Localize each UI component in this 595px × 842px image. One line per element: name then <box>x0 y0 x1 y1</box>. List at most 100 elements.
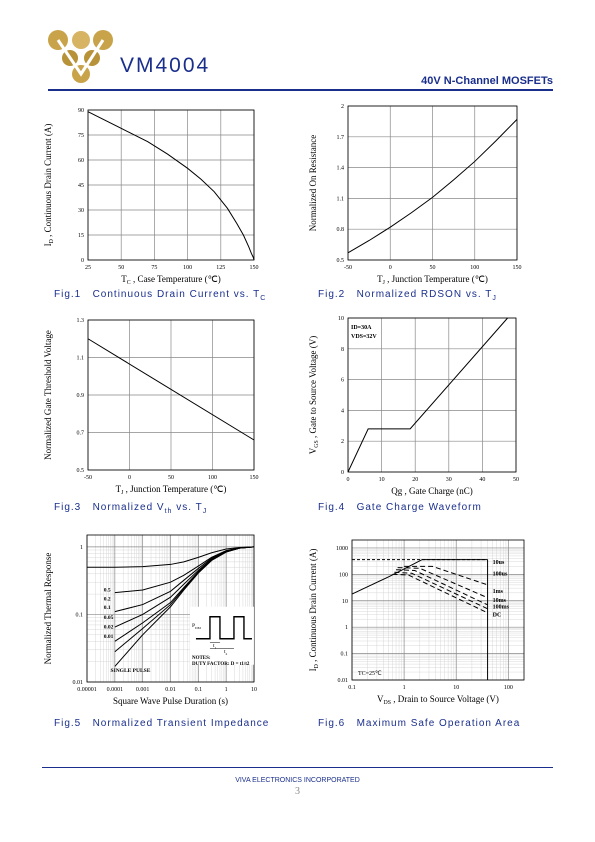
plot-frame <box>87 109 255 261</box>
x-axis-label: TJ , Junction Temperature (℃) <box>116 484 227 496</box>
caption-fig4: Fig.4 Gate Charge Waveform <box>318 502 482 513</box>
y-axis-label: VGS , Gate to Source Voltage (V) <box>308 336 320 454</box>
duty-label: 0.1 <box>104 605 111 611</box>
footer-rule <box>42 767 553 768</box>
grid-fig4 <box>347 317 517 473</box>
curve-label: 10us <box>493 560 505 566</box>
x-axis-label: Qg , Gate Charge (nC) <box>391 486 473 496</box>
part-number: VM4004 <box>120 54 211 77</box>
y-tick-label: 0 <box>341 470 344 476</box>
y-tick-label: 10 <box>342 599 348 605</box>
curve-label: DC <box>493 613 502 619</box>
chart-fig2: -50 0 50 100 150 0.5 0.8 1.1 1.4 1.7 2 TJ , Junctio… <box>308 104 522 286</box>
x-tick-label: 10 <box>453 685 459 691</box>
company-logo <box>48 30 113 83</box>
grid-fig1 <box>87 109 255 261</box>
document-subtitle: 40V N-Channel MOSFETs <box>421 75 553 87</box>
x-tick-label: 50 <box>168 475 174 481</box>
grid-fig3 <box>87 319 255 471</box>
y-tick-label: 10 <box>338 316 344 322</box>
series-line <box>114 546 255 613</box>
t1-label: t1 <box>213 643 217 650</box>
y-tick-label: 0 <box>81 258 84 264</box>
y-tick-label: 8 <box>341 347 344 353</box>
y-tick-label: 1.1 <box>337 196 345 202</box>
pulse-inset: PDM t1 t2 NOTES:DUTY FACTOR: D = t1/t2 <box>189 606 254 667</box>
y-tick-label: 0.9 <box>77 393 85 399</box>
x-tick-label: 50 <box>513 477 519 483</box>
y-tick-label: 0.5 <box>77 468 85 474</box>
duty-label: 0.01 <box>104 634 114 640</box>
x-tick-label: 125 <box>216 265 225 271</box>
curve-label: 1ms <box>493 589 504 595</box>
series-line <box>397 567 488 599</box>
x-tick-label: 100 <box>208 475 217 481</box>
chart-fig5: 0.00001 0.0001 0.001 0.01 0.1 1 10 0.01 0.1 1 Squa… <box>43 534 257 706</box>
y-tick-label: 0.1 <box>76 612 84 618</box>
series-line <box>347 317 508 473</box>
y-tick-label: 30 <box>78 208 84 214</box>
caption-fig4-text: Gate Charge Waveform <box>356 502 482 513</box>
duty-label: 0.02 <box>104 624 114 630</box>
caption-fig3-text2: vs. T <box>172 502 203 513</box>
y-tick-label: 1000 <box>336 546 348 552</box>
y-tick-label: 60 <box>78 158 84 164</box>
chart-fig1: 25 50 75 100 125 150 0 15 30 45 60 75 90 TC , Case Te… <box>43 108 259 286</box>
x-tick-label: 0.001 <box>136 687 150 693</box>
curve-label: 10ms <box>493 598 507 604</box>
x-tick-label: 150 <box>250 265 259 271</box>
curve-label: 100us <box>493 572 508 578</box>
duty-label: 0.2 <box>104 597 111 603</box>
caption-fig1-sub: C <box>260 295 267 302</box>
y-axis-label: Normalized Gate Threshold Voltage <box>43 330 53 460</box>
caption-fig2: Fig.2 Normalized RDSON vs. TJ <box>318 289 497 302</box>
y-axis-label: ID , Continuous Drain Current (A) <box>43 124 55 247</box>
curve-label: 100ms <box>493 605 510 611</box>
inset-notes-text: DUTY FACTOR: D = t1/t2 <box>192 662 250 667</box>
x-tick-label: 0.01 <box>165 687 176 693</box>
x-tick-label: 50 <box>118 265 124 271</box>
y-tick-label: 2 <box>341 104 344 110</box>
x-tick-label: 0 <box>347 477 350 483</box>
series-line <box>87 338 255 441</box>
plot-frame <box>87 319 255 471</box>
x-tick-label: 50 <box>430 265 436 271</box>
caption-fig6: Fig.6 Maximum Safe Operation Area <box>318 718 520 729</box>
y-tick-label: 0.7 <box>77 431 85 437</box>
x-axis-label: TJ , Junction Temperature (℃) <box>377 274 488 286</box>
y-tick-label: 90 <box>78 108 84 114</box>
y-tick-label: 0.01 <box>73 680 84 686</box>
series-line <box>114 546 255 594</box>
caption-fig4-num: Fig.4 <box>318 502 346 513</box>
caption-fig1: Fig.1 Continuous Drain Current vs. TC <box>54 289 266 302</box>
x-tick-label: 100 <box>504 685 513 691</box>
y-tick-label: 0.1 <box>341 652 349 658</box>
x-tick-label: 0 <box>389 265 392 271</box>
duty-label-single-pulse: SINGLE PULSE <box>111 668 151 674</box>
y-tick-label: 1 <box>345 625 348 631</box>
annotation: ID=30A <box>351 325 372 331</box>
y-tick-label: 1.3 <box>77 318 85 324</box>
plot-frame <box>347 317 517 473</box>
y-tick-label: 0.8 <box>337 227 345 233</box>
caption-fig5: Fig.5 Normalized Transient Impedance <box>54 718 269 729</box>
caption-fig5-num: Fig.5 <box>54 718 82 729</box>
y-tick-label: 2 <box>341 439 344 445</box>
series-line <box>404 565 488 586</box>
x-axis-label: Square Wave Pulse Duration (s) <box>113 696 228 706</box>
series-line <box>392 573 488 614</box>
x-tick-label: 1 <box>403 685 406 691</box>
y-tick-label: 45 <box>78 183 84 189</box>
series-line <box>394 571 488 610</box>
caption-fig2-num: Fig.2 <box>318 289 346 300</box>
caption-fig3-sub: th <box>164 508 173 515</box>
y-axis-label: Normalized On Resistance <box>308 135 318 231</box>
x-tick-label: 150 <box>250 475 259 481</box>
duty-label: 0.05 <box>104 615 114 621</box>
duty-label: 0.5 <box>104 587 111 593</box>
y-tick-label: 1 <box>80 545 83 551</box>
grid-fig2 <box>347 105 518 261</box>
header-rule <box>48 89 553 91</box>
caption-fig3-num: Fig.3 <box>54 502 82 513</box>
